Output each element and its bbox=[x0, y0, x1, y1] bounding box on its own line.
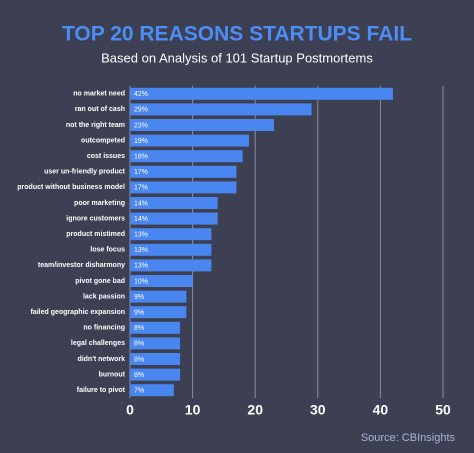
category-label: didn't network bbox=[77, 356, 125, 363]
chart-subtitle: Based on Analysis of 101 Startup Postmor… bbox=[101, 50, 373, 65]
value-label: 29% bbox=[134, 107, 148, 114]
category-label: lose focus bbox=[90, 247, 125, 254]
x-tick-label: 0 bbox=[126, 402, 134, 418]
bar bbox=[130, 290, 187, 303]
bar bbox=[130, 353, 181, 365]
x-tick-label: 10 bbox=[185, 402, 201, 418]
category-label: cost issues bbox=[87, 153, 125, 160]
category-label: not the right team bbox=[66, 122, 125, 129]
bar bbox=[130, 103, 312, 116]
chart-title: TOP 20 REASONS STARTUPS FAIL bbox=[62, 23, 412, 46]
value-label: 13% bbox=[134, 247, 148, 254]
category-label: lack passion bbox=[83, 293, 125, 300]
value-label: 9% bbox=[134, 294, 144, 301]
category-label: product mistimed bbox=[66, 231, 125, 238]
category-label: product without business model bbox=[17, 184, 125, 191]
category-label: no market need bbox=[73, 91, 125, 98]
x-tick-label: 30 bbox=[310, 402, 326, 418]
bar bbox=[130, 228, 212, 241]
bar bbox=[130, 368, 181, 381]
category-label: poor marketing bbox=[74, 200, 125, 207]
value-label: 9% bbox=[134, 310, 144, 317]
bar bbox=[130, 181, 237, 194]
category-label: no financing bbox=[83, 325, 125, 332]
category-label: ignore customers bbox=[66, 215, 125, 222]
category-label: failed geographic expansion bbox=[30, 309, 125, 316]
value-label: 13% bbox=[134, 263, 148, 270]
category-label: burnout bbox=[99, 371, 126, 378]
x-tick-label: 20 bbox=[247, 402, 263, 418]
bar bbox=[130, 119, 274, 131]
category-label: legal challenges bbox=[71, 340, 125, 347]
bar bbox=[130, 306, 187, 319]
bar bbox=[130, 243, 212, 256]
category-label: user un-friendly product bbox=[44, 169, 126, 176]
value-label: 17% bbox=[134, 185, 148, 192]
x-tick-label: 40 bbox=[373, 402, 389, 418]
bar bbox=[130, 197, 218, 209]
value-label: 13% bbox=[134, 232, 148, 239]
value-label: 19% bbox=[134, 138, 148, 145]
value-label: 17% bbox=[134, 169, 148, 176]
bar bbox=[130, 275, 193, 287]
value-label: 42% bbox=[134, 91, 148, 98]
category-label: team/investor disharmony bbox=[38, 262, 125, 269]
value-label: 7% bbox=[134, 388, 144, 395]
source: Source: CBInsights bbox=[361, 432, 456, 444]
bar bbox=[130, 150, 243, 163]
value-label: 8% bbox=[134, 356, 144, 363]
x-tick-label: 50 bbox=[435, 402, 451, 418]
category-label: pivot gone bad bbox=[75, 278, 125, 285]
category-label: outcompeted bbox=[81, 137, 125, 144]
category-label: ran out of cash bbox=[75, 106, 125, 113]
value-label: 18% bbox=[134, 154, 148, 161]
bar bbox=[130, 384, 174, 397]
bar bbox=[130, 87, 393, 100]
value-label: 8% bbox=[134, 341, 144, 348]
value-label: 8% bbox=[134, 325, 144, 332]
value-label: 23% bbox=[134, 122, 148, 129]
value-label: 8% bbox=[134, 372, 144, 379]
bar bbox=[130, 165, 237, 178]
bar bbox=[130, 321, 181, 334]
value-label: 14% bbox=[134, 200, 148, 207]
bar bbox=[130, 259, 212, 272]
category-label: failure to pivot bbox=[77, 387, 126, 394]
bar bbox=[130, 337, 181, 350]
bar bbox=[130, 212, 218, 225]
bar bbox=[130, 134, 249, 147]
value-label: 10% bbox=[134, 278, 148, 285]
value-label: 14% bbox=[134, 216, 148, 223]
